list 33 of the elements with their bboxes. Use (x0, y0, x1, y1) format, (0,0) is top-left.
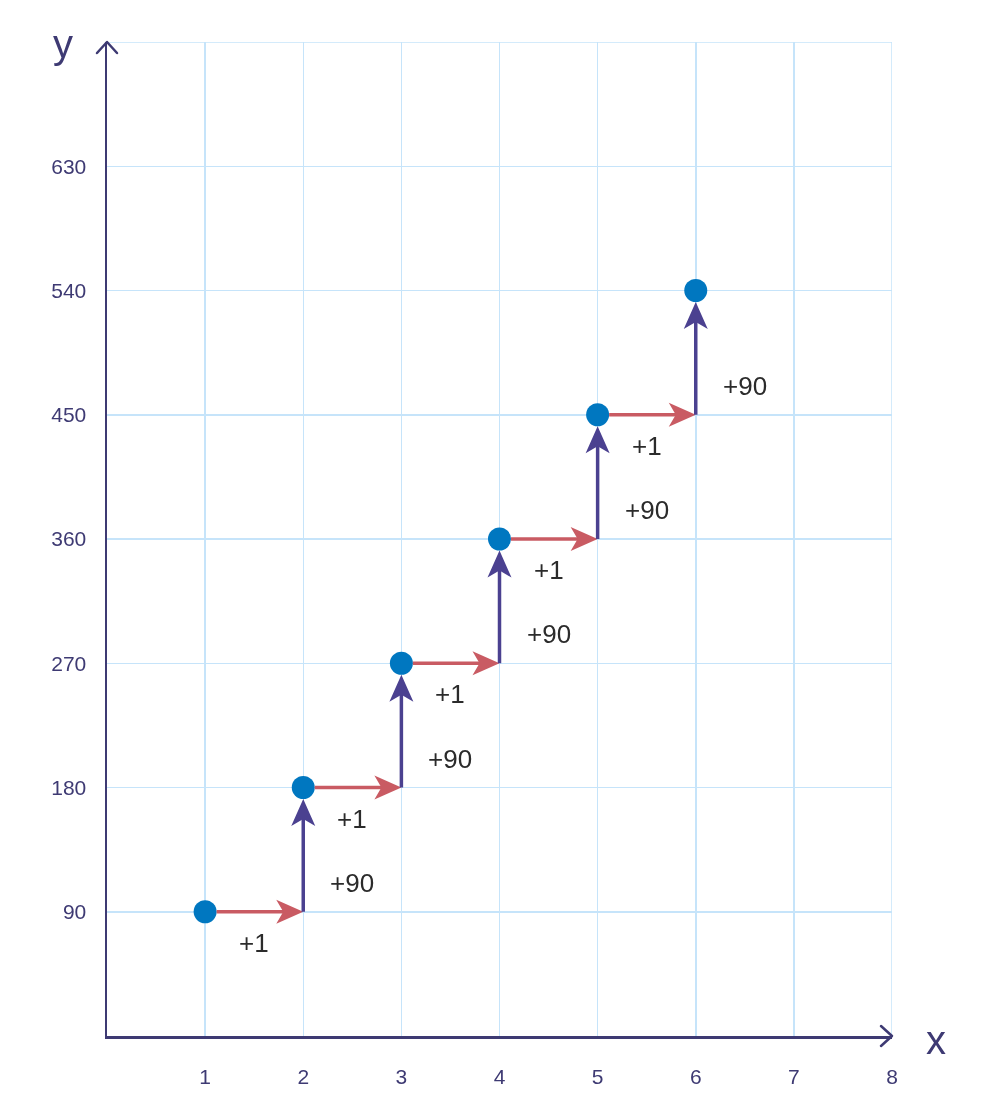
x-tick-label: 7 (788, 1064, 800, 1088)
annotation: +1 (632, 431, 662, 461)
annotation: +1 (239, 928, 269, 958)
y-tick-label: 540 (51, 278, 87, 302)
y-tick-label: 90 (62, 900, 87, 924)
y-tick-label: 450 (51, 403, 87, 427)
y-axis-title: y (53, 22, 73, 66)
annotation: +1 (435, 679, 465, 709)
y-tick-label: 630 (51, 154, 87, 178)
x-tick-label: 8 (886, 1064, 898, 1088)
x-tick-label: 4 (493, 1064, 506, 1088)
annotation: +1 (534, 555, 564, 585)
point (488, 527, 511, 551)
point (586, 403, 610, 427)
x-tick-label: 5 (591, 1064, 604, 1088)
point (389, 651, 413, 675)
annotation: +90 (330, 868, 375, 898)
y-tick-label: 360 (51, 527, 87, 551)
annotation: +90 (723, 371, 768, 401)
point (193, 900, 217, 924)
x-tick-label: 2 (297, 1064, 310, 1088)
x-tick-label: 3 (395, 1064, 408, 1088)
y-tick-label: 270 (51, 651, 87, 675)
y-tick-label: 180 (51, 775, 87, 799)
annotation: +90 (625, 495, 670, 525)
annotation: +1 (337, 804, 367, 834)
x-axis-title: x (926, 1018, 946, 1062)
x-tick-label: 1 (199, 1064, 211, 1088)
x-tick-label: 6 (689, 1064, 702, 1088)
point (684, 279, 708, 302)
annotation: +90 (428, 744, 473, 774)
annotation: +90 (527, 619, 572, 649)
point (291, 776, 315, 799)
